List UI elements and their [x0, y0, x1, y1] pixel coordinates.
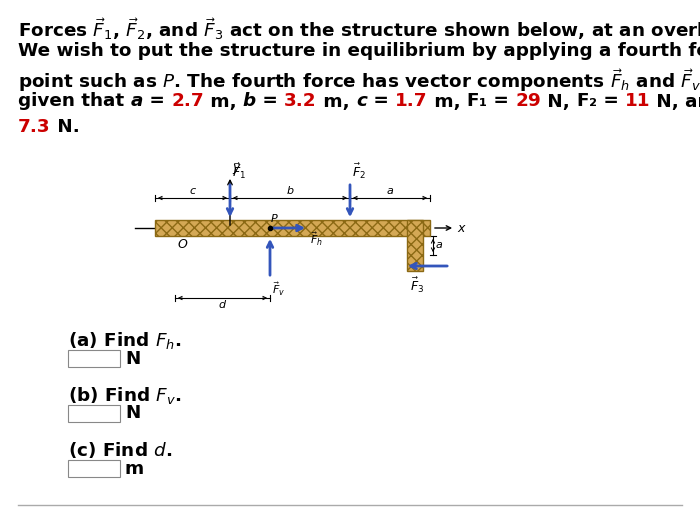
Bar — [155, 220, 430, 236]
Text: a: a — [436, 241, 443, 250]
Bar — [68, 460, 120, 477]
Text: F: F — [576, 92, 589, 110]
Text: P: P — [271, 214, 278, 224]
Text: a: a — [130, 92, 143, 110]
Text: given that: given that — [18, 92, 130, 110]
Text: $\vec{F}_v$: $\vec{F}_v$ — [272, 280, 285, 298]
Text: 2.7: 2.7 — [171, 92, 204, 110]
Text: N: N — [125, 404, 141, 423]
Text: $\vec{F}_1$: $\vec{F}_1$ — [232, 162, 246, 181]
Text: d: d — [219, 300, 226, 310]
Text: b: b — [286, 186, 293, 196]
Text: m: m — [125, 460, 144, 478]
Text: =: = — [487, 92, 515, 110]
Text: (b) Find $F_v$.: (b) Find $F_v$. — [68, 385, 181, 406]
Text: Forces $\vec{F}_1$, $\vec{F}_2$, and $\vec{F}_3$ act on the structure shown belo: Forces $\vec{F}_1$, $\vec{F}_2$, and $\v… — [18, 16, 700, 42]
Text: N,: N, — [541, 92, 576, 110]
Text: ₁: ₁ — [479, 92, 487, 110]
Text: c: c — [190, 186, 195, 196]
Text: N: N — [125, 349, 141, 367]
Text: O: O — [177, 238, 187, 251]
Text: b: b — [243, 92, 256, 110]
Text: 7.3: 7.3 — [18, 118, 50, 136]
Text: x: x — [457, 222, 464, 234]
Text: m,: m, — [204, 92, 243, 110]
Text: y: y — [232, 161, 239, 174]
Text: 3.2: 3.2 — [284, 92, 317, 110]
Text: N, and F: N, and F — [650, 92, 700, 110]
Text: $\vec{F}_h$: $\vec{F}_h$ — [310, 230, 323, 248]
Text: We wish to put the structure in equilibrium by applying a fourth force, at a: We wish to put the structure in equilibr… — [18, 42, 700, 60]
Text: =: = — [256, 92, 284, 110]
Text: 1.7: 1.7 — [395, 92, 428, 110]
Text: ₂: ₂ — [589, 92, 596, 110]
Text: $\vec{F}_2$: $\vec{F}_2$ — [352, 162, 366, 181]
Text: m,: m, — [428, 92, 467, 110]
Bar — [68, 350, 120, 367]
Text: 11: 11 — [625, 92, 650, 110]
Text: $\vec{F}_3$: $\vec{F}_3$ — [410, 276, 424, 295]
Bar — [68, 405, 120, 422]
Text: F: F — [467, 92, 479, 110]
Text: =: = — [596, 92, 625, 110]
Text: 29: 29 — [515, 92, 541, 110]
Text: a: a — [386, 186, 393, 196]
Text: m,: m, — [317, 92, 356, 110]
Text: N.: N. — [50, 118, 79, 136]
Text: =: = — [367, 92, 395, 110]
Text: point such as $P$. The fourth force has vector components $\vec{F}_h$ and $\vec{: point such as $P$. The fourth force has … — [18, 67, 700, 94]
Text: (a) Find $F_h$.: (a) Find $F_h$. — [68, 330, 181, 351]
Bar — [407, 220, 423, 271]
Text: (c) Find $d$.: (c) Find $d$. — [68, 440, 172, 460]
Text: =: = — [143, 92, 171, 110]
Text: c: c — [356, 92, 367, 110]
